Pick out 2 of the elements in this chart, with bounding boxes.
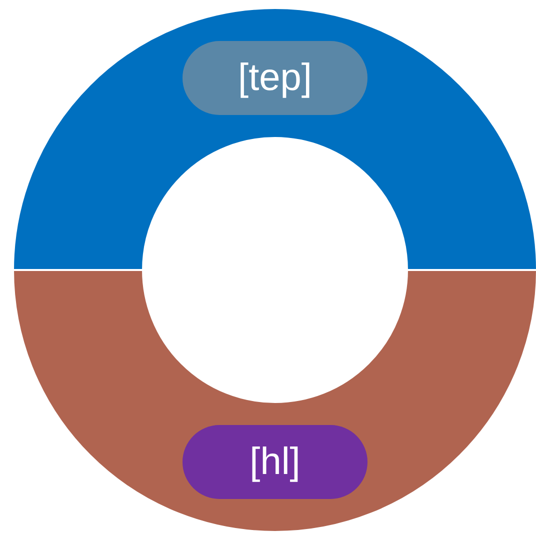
slice-label: [hl] [250,441,300,483]
slice-label: [tep] [238,57,312,99]
